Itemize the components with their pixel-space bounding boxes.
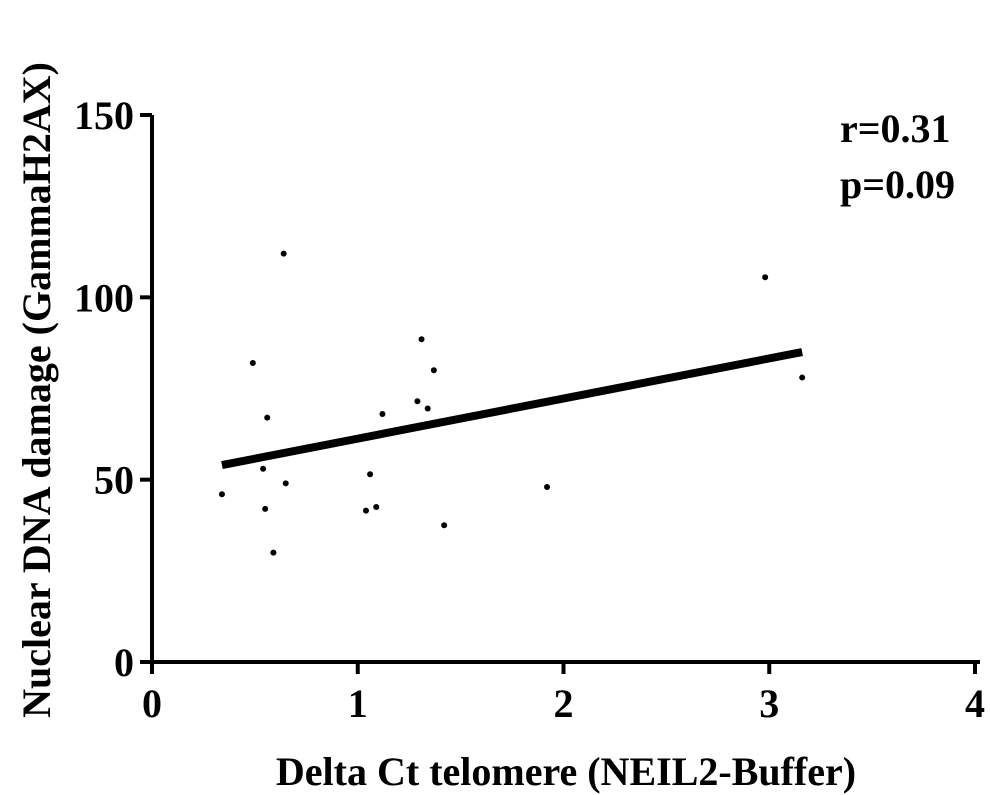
annotation-r: r=0.31 [840, 106, 951, 151]
data-point [367, 471, 374, 478]
data-point [218, 491, 225, 498]
x-tick-label-0: 0 [142, 681, 162, 726]
data-point [362, 507, 369, 514]
y-tick-label-50: 50 [94, 458, 134, 503]
trendline-group [221, 348, 803, 470]
data-point [430, 367, 437, 374]
data-point [249, 359, 256, 366]
x-axis-title: Delta Ct telomere (NEIL2-Buffer) [276, 749, 856, 794]
x-ticks: 0 1 2 3 4 [142, 662, 985, 726]
data-point [418, 336, 425, 343]
data-point [799, 374, 806, 381]
data-point [544, 483, 551, 490]
y-tick-label-150: 150 [74, 93, 134, 138]
x-tick-label-4: 4 [965, 681, 985, 726]
x-tick-label-3: 3 [759, 681, 779, 726]
data-point [282, 480, 289, 487]
y-ticks: 0 50 100 150 [74, 93, 152, 685]
data-points [218, 250, 806, 556]
data-point [379, 411, 386, 418]
data-point [414, 398, 421, 405]
data-point [762, 274, 769, 281]
data-point [270, 549, 277, 556]
axes [150, 115, 980, 664]
x-tick-label-2: 2 [554, 681, 574, 726]
x-tick-label-1: 1 [348, 681, 368, 726]
y-tick-label-100: 100 [74, 275, 134, 320]
data-point [373, 504, 380, 511]
y-tick-label-0: 0 [114, 640, 134, 685]
data-point [424, 405, 431, 412]
annotation-p: p=0.09 [840, 162, 955, 207]
regression-line [221, 348, 803, 470]
y-axis-title: Nuclear DNA damage (GammaH2AX) [14, 62, 59, 718]
data-point [260, 465, 267, 472]
data-point [280, 250, 287, 257]
data-point [441, 522, 448, 529]
data-point [264, 414, 271, 421]
data-point [262, 505, 269, 512]
